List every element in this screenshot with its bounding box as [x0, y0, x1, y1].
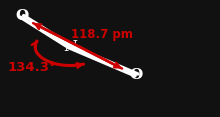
- Text: O: O: [15, 9, 29, 23]
- Text: N: N: [63, 40, 77, 54]
- Text: 118.7 pm: 118.7 pm: [72, 28, 133, 41]
- Text: 134.3°: 134.3°: [8, 61, 56, 74]
- Text: O: O: [130, 68, 143, 82]
